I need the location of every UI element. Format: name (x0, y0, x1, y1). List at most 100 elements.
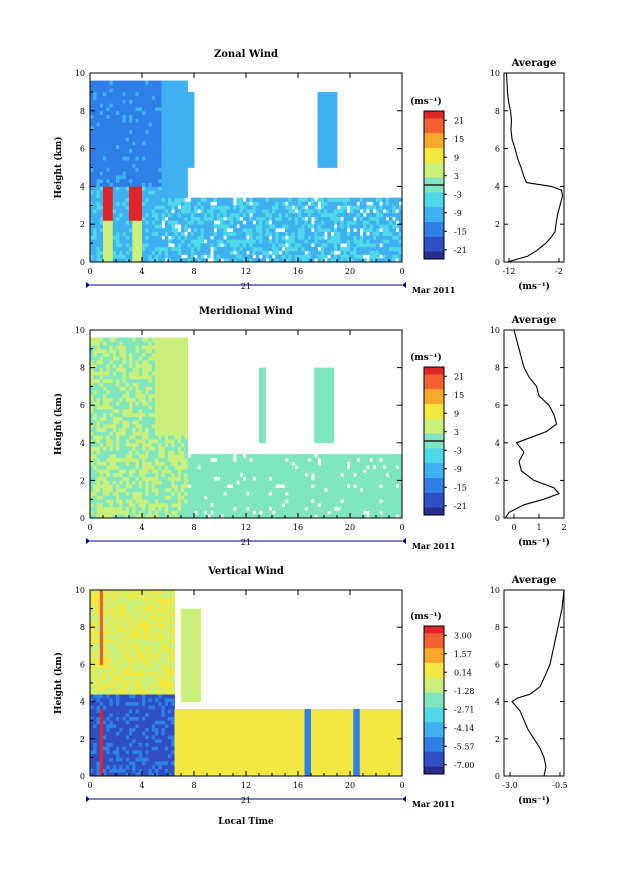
heatmap-cell (106, 107, 110, 111)
heatmap-cell (181, 428, 185, 432)
heatmap-cell (155, 213, 159, 217)
heatmap-cell (152, 134, 156, 138)
heatmap-cell (97, 122, 101, 126)
heatmap-cell (214, 198, 218, 202)
heatmap-cell (292, 511, 296, 515)
heatmap-cell (308, 239, 312, 243)
heatmap-cell (139, 96, 143, 100)
heatmap-cell (136, 183, 140, 187)
heatmap-cell (285, 213, 289, 217)
heatmap-cell (272, 462, 276, 466)
heatmap-cell (175, 213, 179, 217)
heatmap-cell (324, 220, 328, 224)
heatmap-cell (259, 379, 263, 383)
heatmap-cell (249, 205, 253, 209)
heatmap-cell (253, 495, 257, 499)
heatmap-cell (357, 243, 361, 247)
colorbar-swatch (424, 192, 444, 196)
heatmap-cell (288, 239, 292, 243)
heatmap-cell (178, 190, 182, 194)
heatmap-cell (165, 379, 169, 383)
heatmap-cell (347, 232, 351, 236)
heatmap-cell (132, 401, 136, 405)
heatmap-cell (139, 115, 143, 119)
heatmap-cell (139, 356, 143, 360)
heatmap-cell (279, 511, 283, 515)
heatmap-cell (129, 413, 133, 417)
heatmap-cell (152, 356, 156, 360)
heatmap-cell (93, 179, 97, 183)
heatmap-cell (184, 190, 188, 194)
heatmap-cell (123, 428, 127, 432)
heatmap-cell (106, 439, 110, 443)
heatmap-cell (347, 224, 351, 228)
heatmap-cell (311, 254, 315, 258)
heatmap-cell (292, 220, 296, 224)
heatmap-cell (165, 473, 169, 477)
heatmap-cell (129, 156, 133, 160)
heatmap-cell (272, 213, 276, 217)
heatmap-cell (145, 413, 149, 417)
heatmap-cell (132, 383, 136, 387)
heatmap-cell (162, 111, 166, 115)
heatmap-cell (93, 111, 97, 115)
heatmap-cell (97, 371, 101, 375)
heatmap-cell (175, 462, 179, 466)
heatmap-cell (126, 198, 130, 202)
heatmap-cell (201, 465, 205, 469)
heatmap-cell (106, 137, 110, 141)
heatmap-cell (262, 247, 266, 251)
heatmap-cell (123, 137, 127, 141)
heatmap-cell (181, 375, 185, 379)
heatmap-cell (324, 96, 328, 100)
date-rule-arrow (402, 282, 406, 288)
heatmap-cell (175, 424, 179, 428)
heatmap-cell (136, 92, 140, 96)
heatmap-cell (318, 115, 322, 119)
heatmap-cell (103, 190, 107, 194)
heatmap-cell (171, 168, 175, 172)
heatmap-cell (139, 111, 143, 115)
heatmap-cell (175, 254, 179, 258)
heatmap-cell (103, 349, 107, 353)
heatmap-cell (145, 375, 149, 379)
heatmap-cell (136, 360, 140, 364)
heatmap-cell (171, 141, 175, 145)
heatmap-cell (145, 217, 149, 221)
heatmap-cell (269, 488, 273, 492)
heatmap-cell (197, 213, 201, 217)
heatmap-cell (145, 424, 149, 428)
heatmap-cell (103, 224, 107, 228)
heatmap-cell (282, 469, 286, 473)
heatmap-cell (126, 390, 130, 394)
heatmap-cell (93, 115, 97, 119)
heatmap-cell (314, 213, 318, 217)
heatmap-cell (233, 232, 237, 236)
heatmap-cell (308, 213, 312, 217)
heatmap-cell (126, 428, 130, 432)
heatmap-cell (279, 477, 283, 481)
heatmap-cell (113, 349, 117, 353)
heatmap-cell (93, 149, 97, 153)
heatmap-cell (181, 243, 185, 247)
heatmap-cell (142, 379, 146, 383)
heatmap-cell (139, 439, 143, 443)
heatmap-cell (318, 198, 322, 202)
heatmap-cell (256, 198, 260, 202)
heatmap-cell (210, 220, 214, 224)
heatmap-cell (158, 183, 162, 187)
heatmap-cell (158, 428, 162, 432)
heatmap-cell (184, 209, 188, 213)
heatmap-cell (158, 386, 162, 390)
heatmap-cell (155, 84, 159, 88)
heatmap-cell (301, 454, 305, 458)
heatmap-cell (321, 243, 325, 247)
heatmap-cell (373, 202, 377, 206)
heatmap-cell (275, 469, 279, 473)
heatmap-cell (152, 390, 156, 394)
heatmap-cell (158, 383, 162, 387)
heatmap-cell (207, 224, 211, 228)
heatmap-cell (207, 209, 211, 213)
heatmap-cell (152, 465, 156, 469)
heatmap-cell (113, 454, 117, 458)
